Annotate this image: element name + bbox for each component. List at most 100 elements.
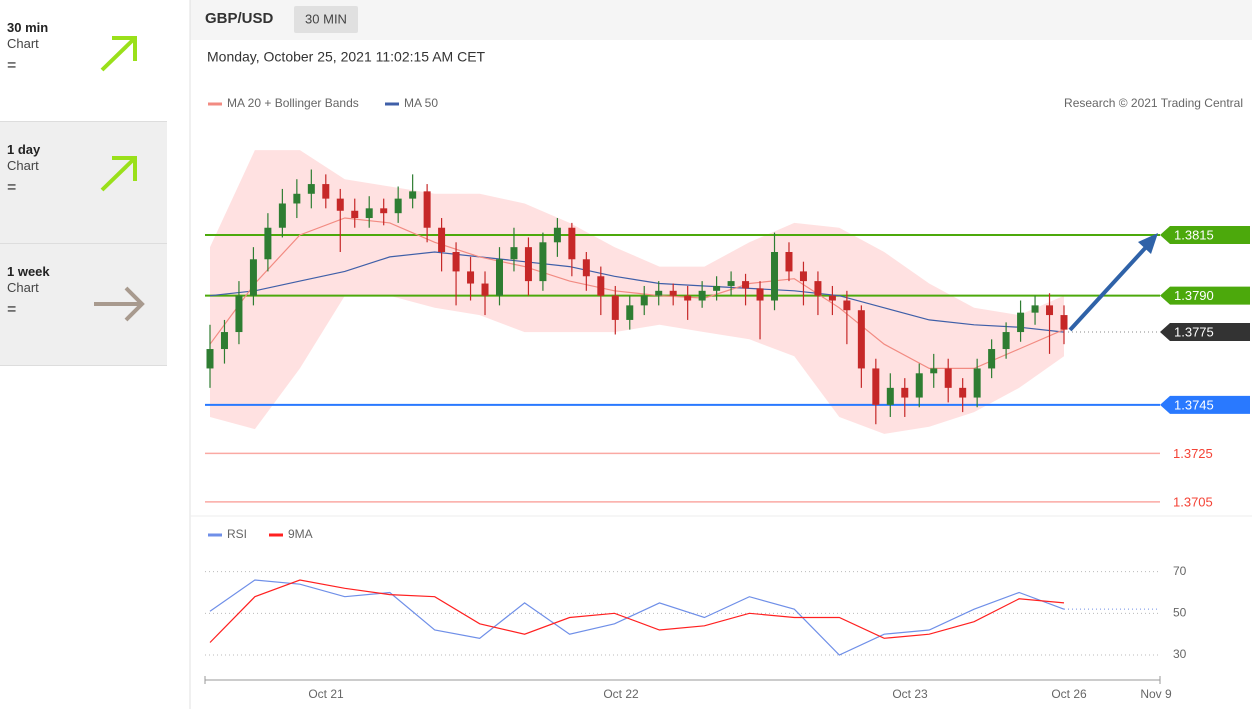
candle-body <box>727 281 735 286</box>
candle-body <box>669 290 677 296</box>
candle-body <box>380 208 388 214</box>
level-badge <box>1160 395 1250 414</box>
x-tick-label: Oct 21 <box>308 687 344 701</box>
kind: Chart <box>7 280 39 295</box>
candle-body <box>293 193 301 204</box>
candle-body <box>611 295 619 320</box>
candle-body <box>944 368 952 388</box>
candle-body <box>872 368 880 405</box>
candle-body <box>901 387 909 398</box>
level-label: 1.3790 <box>1174 288 1214 303</box>
projection-arrowhead <box>1138 233 1158 254</box>
sign: = <box>7 179 17 196</box>
candle-body <box>582 259 590 277</box>
y-tick-label: 30 <box>1173 647 1187 661</box>
candle-body <box>322 184 330 199</box>
candle-body <box>973 368 981 398</box>
candle-body <box>524 247 532 282</box>
candle-body <box>799 271 807 282</box>
candle-body <box>264 227 272 260</box>
candle-body <box>365 208 373 219</box>
candle-body <box>756 288 764 301</box>
legend-label: MA 50 <box>404 96 438 110</box>
legend-label: RSI <box>227 527 247 541</box>
candle-body <box>988 349 996 369</box>
rsi-line <box>209 579 1065 656</box>
candle-body <box>452 252 460 272</box>
candle-body <box>597 276 605 296</box>
projection-arrow <box>1068 243 1150 332</box>
period: 1 week <box>7 264 50 279</box>
candle-body <box>930 368 938 374</box>
candle-body <box>742 281 750 289</box>
candle-body <box>438 227 446 252</box>
interval-chip[interactable] <box>294 6 358 33</box>
candle-body <box>814 281 822 296</box>
arrow-up-icon <box>100 156 137 192</box>
candle-body <box>539 242 547 282</box>
legend-label: 9MA <box>288 527 313 541</box>
candle-body <box>510 247 518 260</box>
timeframe-card[interactable]: 30 min Chart = <box>0 0 167 122</box>
candle-body <box>351 210 359 219</box>
candle-body <box>959 387 967 398</box>
candle-body <box>235 295 243 333</box>
kind: Chart <box>7 158 39 173</box>
rsi-line <box>209 579 1065 643</box>
timeframe-card[interactable]: 1 day Chart = <box>0 122 167 244</box>
candle-body <box>409 191 417 199</box>
x-tick-label: Nov 9 <box>1140 687 1172 701</box>
candle-body <box>1060 315 1068 330</box>
y-tick-label: 50 <box>1173 606 1187 620</box>
arrow-right-icon <box>94 286 145 322</box>
timeframe-card[interactable]: 1 week Chart = <box>0 244 167 366</box>
header-bar <box>190 0 1252 40</box>
candle-body <box>843 300 851 311</box>
x-tick-label: Oct 23 <box>892 687 928 701</box>
level-badge <box>1160 286 1250 305</box>
candle-body <box>640 295 648 306</box>
candle-body <box>394 198 402 214</box>
candle-body <box>857 310 865 369</box>
candle-body <box>278 203 286 228</box>
candle-body <box>655 290 663 296</box>
level-label: 1.3815 <box>1174 227 1214 242</box>
interval: 30 MIN <box>305 11 347 26</box>
symbol: GBP/USD <box>205 10 274 27</box>
level-label: 1.3775 <box>1174 324 1214 339</box>
candle-body <box>568 227 576 260</box>
date: Monday, October 25, 2021 11:02:15 AM CET <box>207 49 486 65</box>
period: 30 min <box>7 20 49 35</box>
candle-body <box>307 184 315 194</box>
moving-average <box>209 251 1065 333</box>
legend-label: MA 20 + Bollinger Bands <box>227 96 359 110</box>
credit: Research © 2021 Trading Central <box>1064 96 1243 110</box>
sign: = <box>7 57 17 74</box>
level-badge <box>1160 226 1250 245</box>
candle-body <box>481 283 489 296</box>
sign: = <box>7 301 17 318</box>
y-tick-label: 70 <box>1173 564 1187 578</box>
level-label: 1.3705 <box>1173 494 1213 509</box>
candle-body <box>220 332 228 350</box>
candle-body <box>771 252 779 301</box>
kind: Chart <box>7 36 39 51</box>
period: 1 day <box>7 142 41 157</box>
candle-body <box>467 271 475 284</box>
candle-body <box>828 295 836 301</box>
x-tick-label: Oct 22 <box>603 687 639 701</box>
x-tick-label: Oct 26 <box>1051 687 1087 701</box>
candle-body <box>1002 332 1010 350</box>
candle-body <box>1046 305 1054 316</box>
candle-body <box>713 285 721 291</box>
moving-average <box>209 217 1065 369</box>
candle-body <box>698 290 706 301</box>
level-label: 1.3745 <box>1174 397 1214 412</box>
bollinger-band <box>210 150 1064 434</box>
candle-body <box>206 349 214 369</box>
candle-body <box>1031 305 1039 313</box>
candle-body <box>785 252 793 272</box>
sidebar: 30 min Chart = 1 day Chart = 1 week Char… <box>0 0 167 366</box>
